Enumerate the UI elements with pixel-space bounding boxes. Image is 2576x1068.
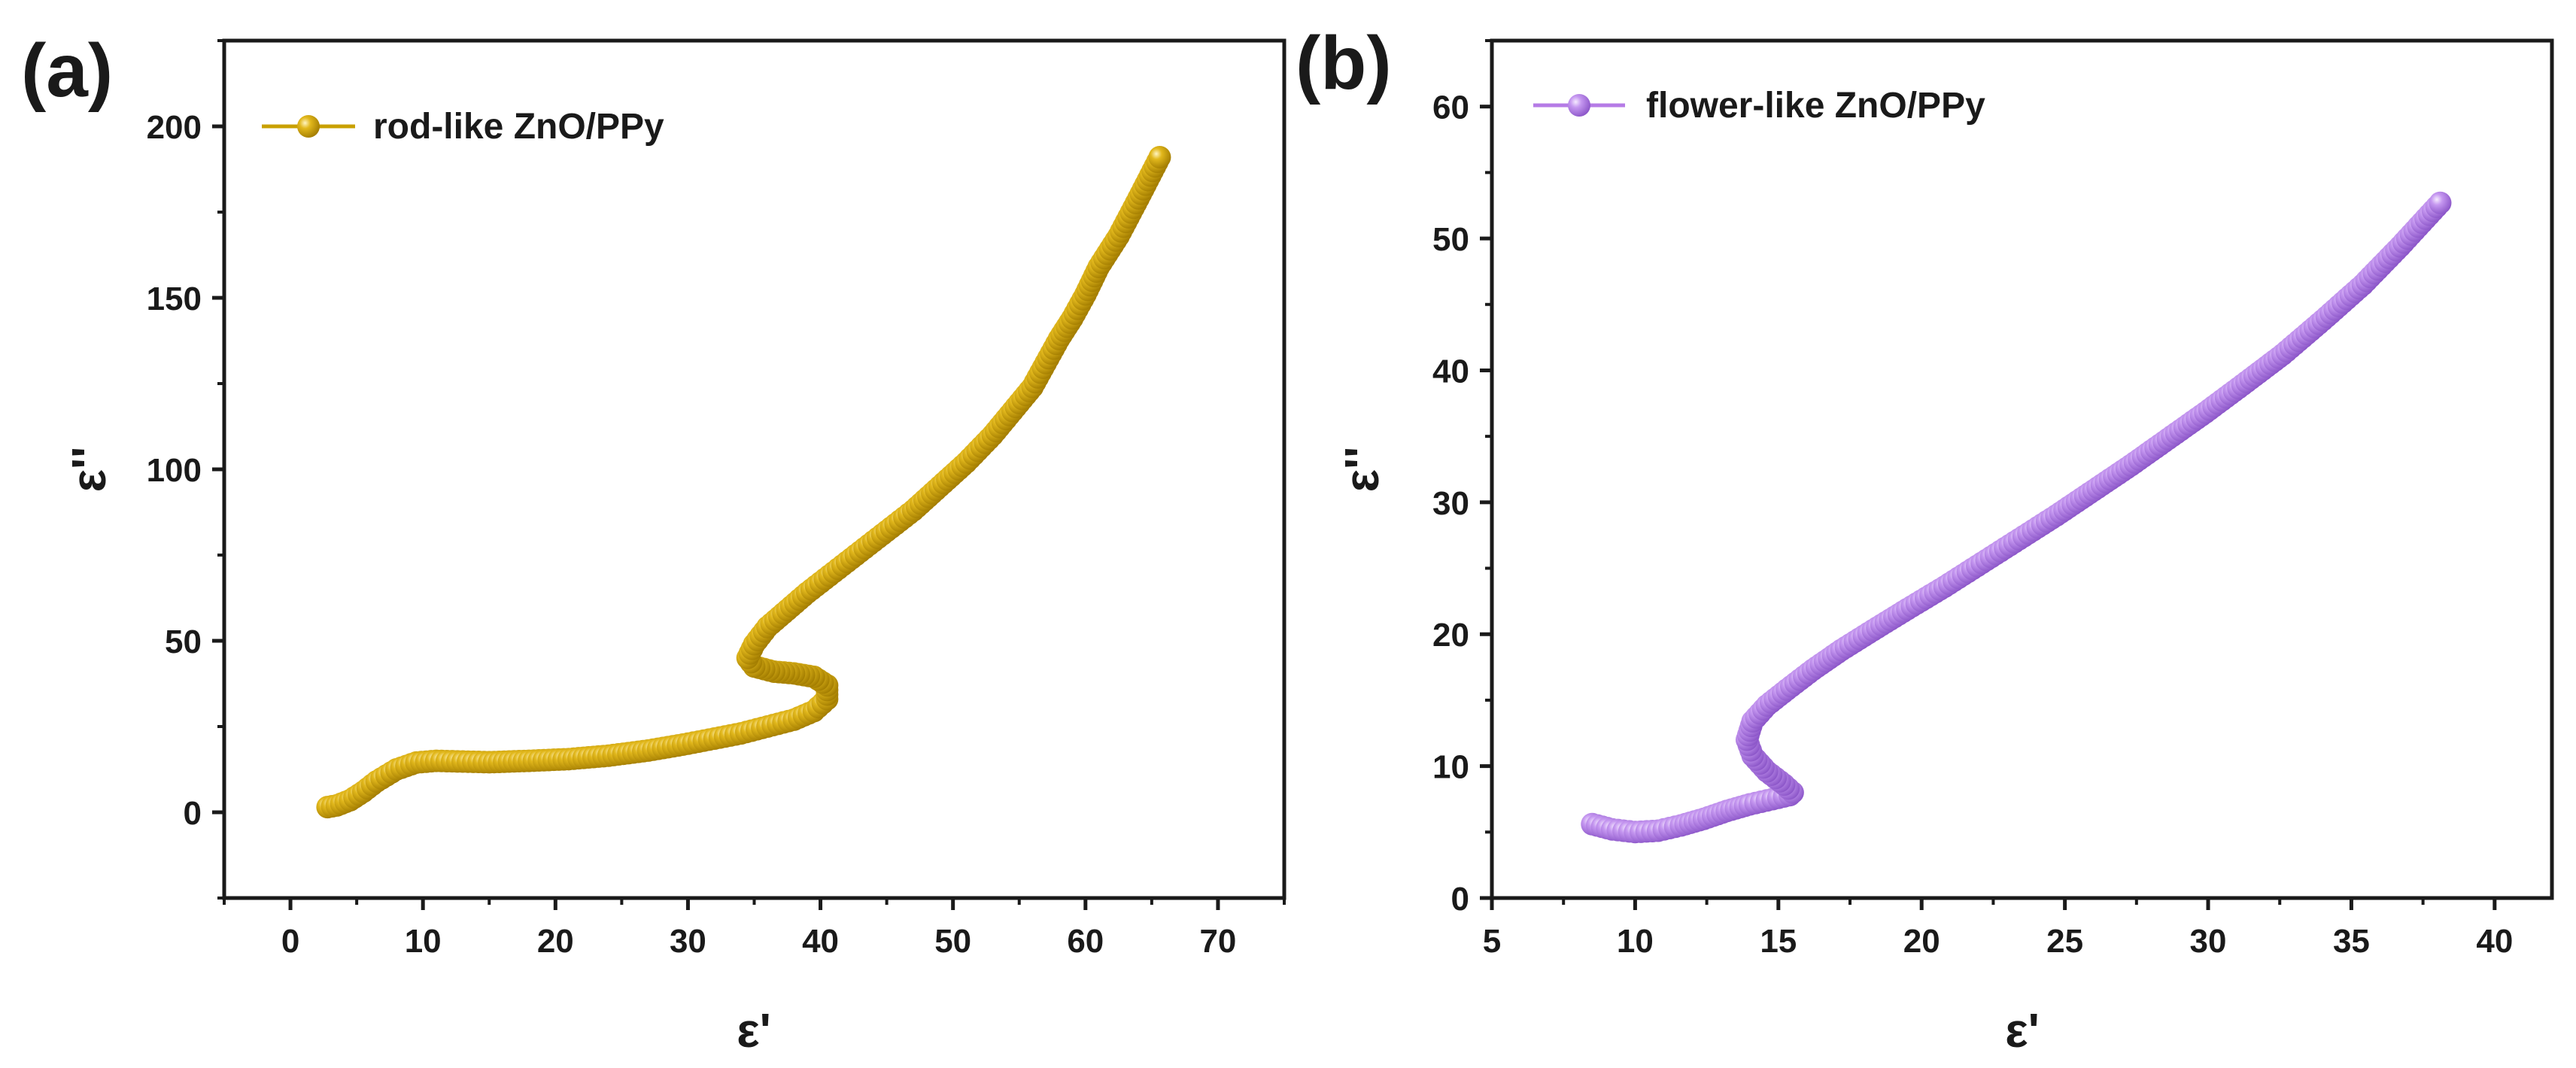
y-axis-title-a: ε'': [62, 447, 116, 493]
series-rod-like: [316, 146, 1171, 819]
y-tick-label: 20: [1432, 617, 1469, 654]
legend-marker-a: [297, 115, 320, 138]
x-tick-label: 15: [1760, 923, 1797, 960]
y-tick-label: 0: [184, 795, 202, 832]
legend-label-b: flower-like ZnO/PPy: [1646, 86, 1985, 126]
x-tick-label: 20: [1903, 923, 1940, 960]
x-tick-label: 40: [802, 923, 839, 960]
data-point: [2429, 191, 2452, 214]
panel-b-label: (b): [1296, 21, 1392, 105]
legend-marker-b: [1568, 94, 1590, 117]
y-tick-label: 150: [147, 281, 202, 317]
x-tick-label: 25: [2046, 923, 2083, 960]
x-tick-label: 60: [1067, 923, 1104, 960]
x-tick-label: 50: [934, 923, 971, 960]
x-tick-label: 20: [537, 923, 574, 960]
y-tick-label: 40: [1432, 353, 1469, 390]
y-tick-label: 30: [1432, 485, 1469, 522]
y-tick-label: 100: [147, 452, 202, 489]
x-tick-label: 10: [405, 923, 442, 960]
y-axis-title-b: ε'': [1335, 447, 1389, 493]
x-tick-label: 40: [2476, 923, 2513, 960]
x-tick-label: 5: [1483, 923, 1501, 960]
y-tick-label: 60: [1432, 90, 1469, 126]
legend-label-a: rod-like ZnO/PPy: [373, 107, 664, 147]
x-tick-label: 30: [2190, 923, 2227, 960]
x-axis-ticks-b: 5 10 15 20 25 30 35 40: [1483, 898, 2513, 960]
panel-a: (a) 0 10 20 30 40 50 60 70 0 50 100 150 200 rod-lik…: [21, 29, 1286, 1057]
x-axis-ticks-a: 0 10 20 30 40 50 60 70: [223, 898, 1286, 960]
series-line: [327, 156, 1162, 809]
x-axis-title-b: ε': [2005, 1003, 2040, 1057]
panel-a-label: (a): [21, 29, 113, 113]
legend-a: rod-like ZnO/PPy: [262, 107, 664, 147]
x-tick-label: 70: [1199, 923, 1236, 960]
x-tick-label: 10: [1617, 923, 1654, 960]
x-tick-label: 0: [281, 923, 299, 960]
x-tick-label: 30: [670, 923, 706, 960]
series-line: [1591, 202, 2441, 834]
series-flower-like: [1581, 191, 2452, 844]
x-tick-label: 35: [2333, 923, 2370, 960]
y-tick-label: 10: [1432, 749, 1469, 786]
y-tick-label: 50: [1432, 221, 1469, 258]
y-tick-label: 200: [147, 109, 202, 146]
panel-b: (b) 5 10 15 20 25 30 35 40 0 10 20 30 40 50 60 flower…: [1296, 21, 2554, 1057]
legend-b: flower-like ZnO/PPy: [1533, 86, 1985, 126]
plot-frame-b: [1490, 38, 2554, 900]
y-tick-label: 0: [1451, 881, 1469, 918]
x-axis-title-a: ε': [737, 1003, 771, 1057]
y-axis-ticks-a: 0 50 100 150 200: [147, 39, 224, 900]
y-axis-ticks-b: 0 10 20 30 40 50 60: [1432, 39, 1492, 918]
y-tick-label: 50: [165, 624, 202, 660]
data-point: [1148, 146, 1171, 169]
